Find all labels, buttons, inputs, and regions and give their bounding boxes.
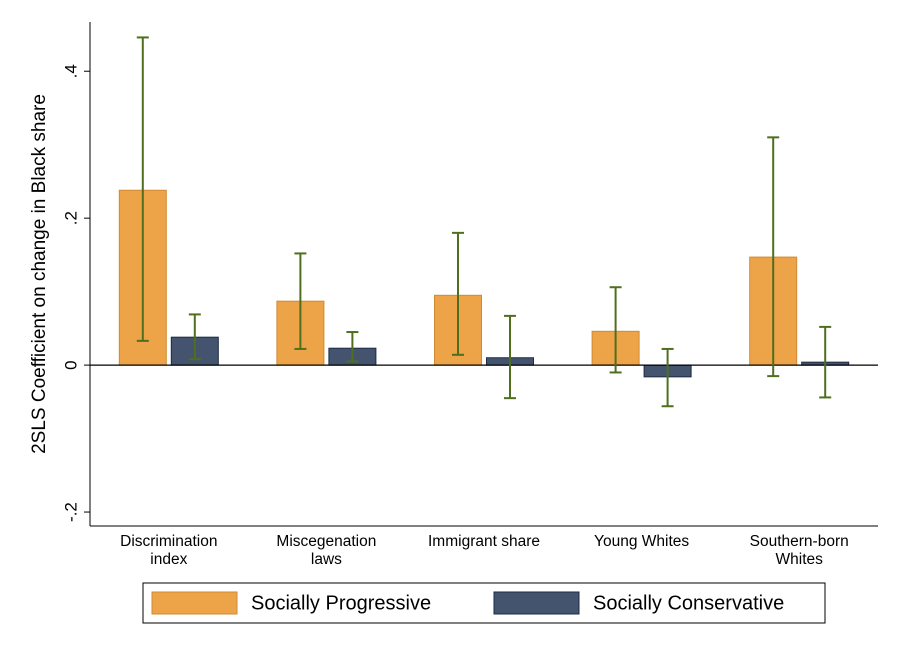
y-tick-label: .4 bbox=[61, 64, 80, 78]
legend bbox=[142, 582, 826, 624]
y-tick-label: 0 bbox=[61, 360, 80, 369]
legend-swatch bbox=[151, 591, 238, 615]
legend-label: Socially Progressive bbox=[251, 592, 431, 614]
legend-swatch bbox=[493, 591, 580, 615]
x-tick-label: Discrimination index bbox=[120, 533, 218, 568]
legend-label: Socially Conservative bbox=[593, 592, 784, 614]
y-tick-label: .2 bbox=[61, 211, 80, 225]
x-tick-label: Miscegenation laws bbox=[276, 533, 377, 568]
x-tick-label: Young Whites bbox=[594, 533, 690, 550]
x-tick-label: Immigrant share bbox=[428, 533, 540, 550]
y-axis-label: 2SLS Coefficient on change in Black shar… bbox=[29, 94, 50, 454]
x-tick-label: Southern-born Whites bbox=[749, 533, 849, 568]
y-tick-label: -.2 bbox=[61, 502, 80, 522]
